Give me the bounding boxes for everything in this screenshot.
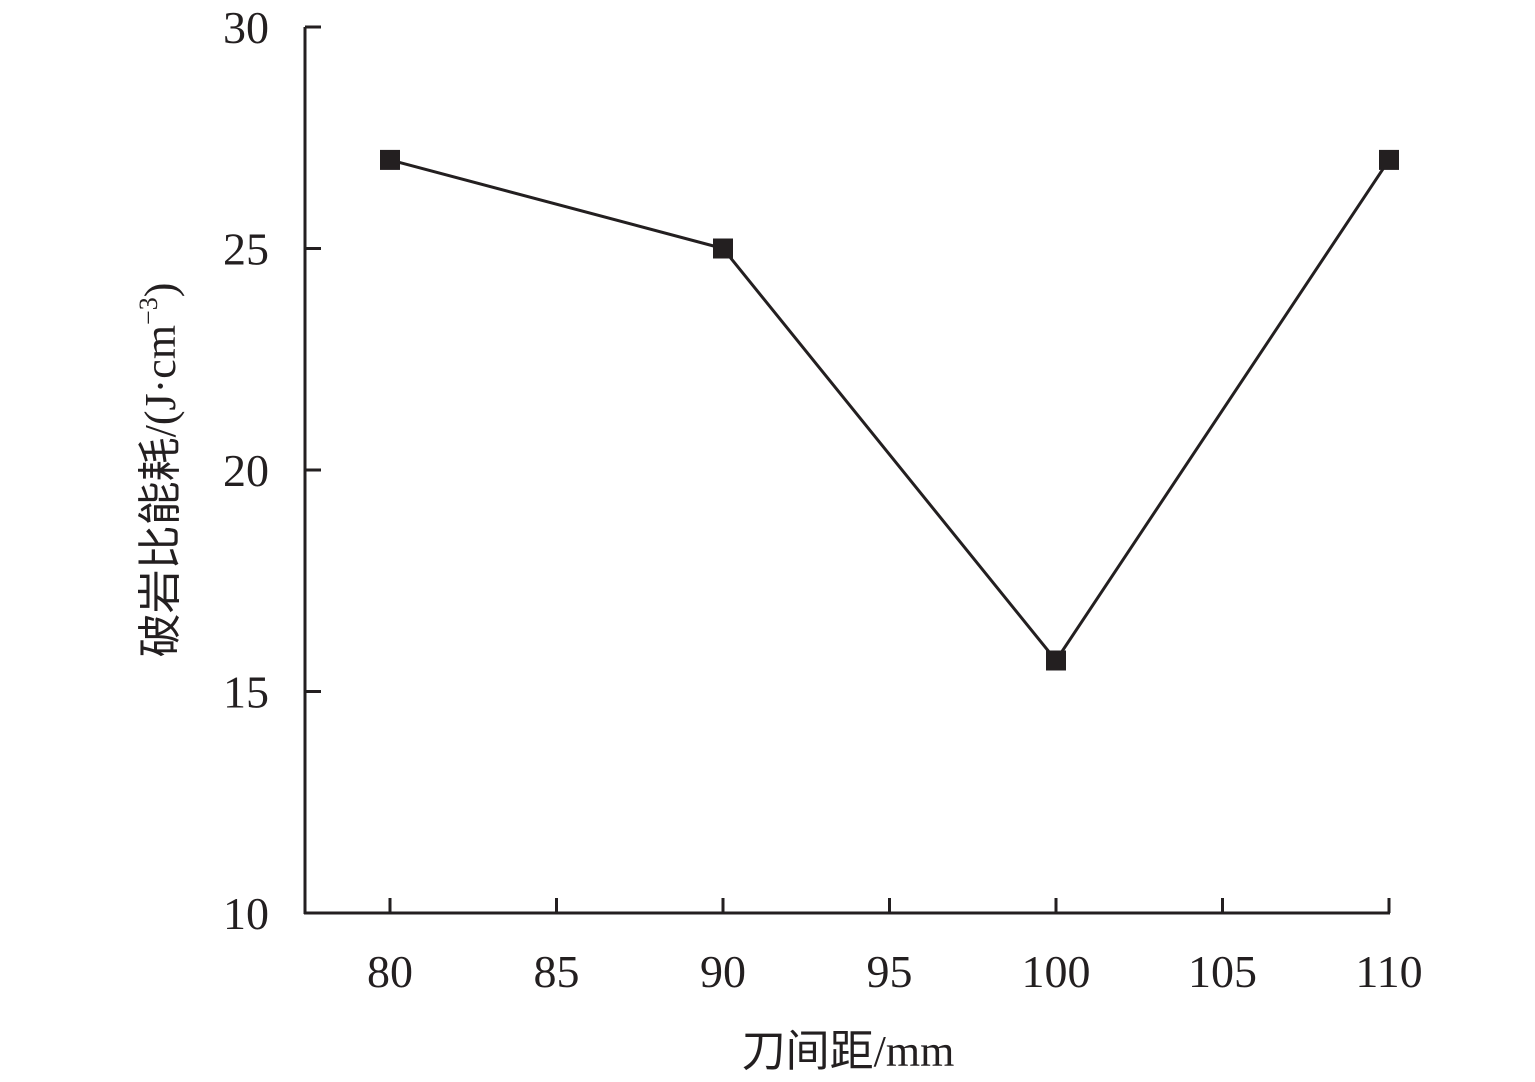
y-axis-label-main: 破岩比能耗/	[136, 424, 185, 657]
series-line	[389, 158, 1391, 664]
y-axis-label-close: )	[136, 283, 185, 298]
y-axis-label-unit: (J·cm	[136, 325, 185, 425]
x-tick-label: 80	[367, 946, 413, 997]
y-axis-label: 破岩比能耗/(J·cm−3)	[134, 283, 185, 658]
y-tick-label: 20	[223, 445, 269, 496]
x-tick-label: 90	[700, 946, 746, 997]
y-tick-label: 30	[223, 2, 269, 53]
y-tick-label: 10	[223, 888, 269, 939]
x-tick-label: 85	[534, 946, 580, 997]
y-axis-label-sup: −3	[134, 297, 163, 325]
x-axis-label: 刀间距/mm	[742, 1027, 955, 1076]
x-tick-label: 105	[1188, 946, 1257, 997]
y-tick-label: 15	[223, 667, 269, 718]
y-tick-label: 25	[223, 224, 269, 275]
data-point-marker	[1379, 149, 1399, 170]
data-point-marker	[713, 238, 733, 259]
x-tick-label: 110	[1355, 946, 1422, 997]
data-point-marker	[1046, 650, 1066, 671]
data-point-marker	[380, 149, 400, 170]
x-tick-label: 95	[867, 946, 913, 997]
x-tick-label: 100	[1022, 946, 1091, 997]
